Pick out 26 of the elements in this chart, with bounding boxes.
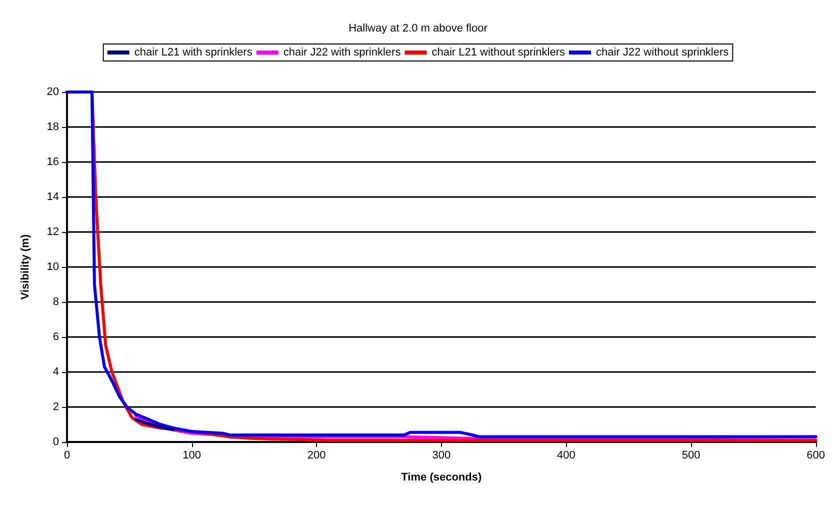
- line-series: [134, 418, 175, 432]
- y-tick-label: 14: [46, 191, 59, 203]
- y-tick-label: 12: [46, 226, 59, 238]
- y-tick-label: 4: [52, 366, 59, 378]
- x-tick-label: 100: [182, 450, 201, 462]
- chart-title: Hallway at 2.0 m above floor: [348, 22, 488, 34]
- legend-label: chair J22 without sprinklers: [596, 46, 730, 58]
- x-tick-label: 0: [64, 450, 70, 462]
- x-tick-label: 400: [557, 450, 576, 462]
- y-tick-label: 8: [52, 296, 59, 308]
- x-tick-label: 300: [432, 450, 451, 462]
- x-axis-title: Time (seconds): [401, 472, 482, 484]
- legend-label: chair J22 with sprinklers: [283, 46, 402, 58]
- y-tick-label: 20: [46, 86, 59, 98]
- y-tick-label: 10: [46, 261, 59, 273]
- y-tick-label: 2: [52, 401, 59, 413]
- y-axis-title: Visibility (m): [20, 234, 32, 300]
- legend-label: chair L21 without sprinklers: [432, 46, 566, 58]
- y-tick-label: 6: [52, 331, 59, 343]
- y-tick-label: 18: [46, 121, 59, 133]
- y-tick-label: 16: [46, 156, 59, 168]
- y-tick-label: 0: [52, 436, 59, 448]
- x-tick-label: 200: [307, 450, 326, 462]
- legend-label: chair L21 with sprinklers: [134, 46, 253, 58]
- x-tick-label: 600: [806, 450, 826, 462]
- x-tick-label: 500: [682, 450, 700, 462]
